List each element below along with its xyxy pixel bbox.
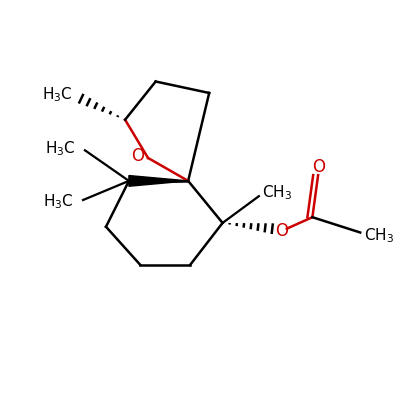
Text: H$_3$C: H$_3$C <box>42 86 72 104</box>
Text: O: O <box>275 222 288 240</box>
Text: CH$_3$: CH$_3$ <box>262 184 292 202</box>
Text: O: O <box>312 158 325 176</box>
Text: H$_3$C: H$_3$C <box>43 192 74 211</box>
Polygon shape <box>129 176 188 186</box>
Text: O: O <box>131 147 144 165</box>
Text: CH$_3$: CH$_3$ <box>364 226 394 244</box>
Text: H$_3$C: H$_3$C <box>45 139 76 158</box>
